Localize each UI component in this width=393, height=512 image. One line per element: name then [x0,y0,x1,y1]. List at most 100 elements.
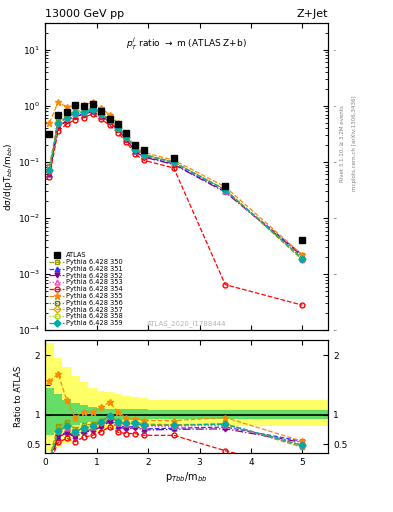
Legend: ATLAS, Pythia 6.428 350, Pythia 6.428 351, Pythia 6.428 352, Pythia 6.428 353, P: ATLAS, Pythia 6.428 350, Pythia 6.428 35… [48,251,123,327]
Pythia 6.428 351 [107,118,112,124]
Pythia 6.428 358 [300,255,305,262]
Pythia 6.428 358 [223,187,228,193]
Pythia 6.428 350 [141,151,146,157]
Pythia 6.428 357 [81,109,86,115]
Line: Pythia 6.428 351: Pythia 6.428 351 [47,109,305,258]
Text: 13000 GeV pp: 13000 GeV pp [45,10,124,19]
Pythia 6.428 351 [223,188,228,195]
Pythia 6.428 350 [171,159,176,165]
Text: Rivet 3.1.10, ≥ 3.2M events: Rivet 3.1.10, ≥ 3.2M events [340,105,345,182]
Pythia 6.428 352 [223,189,228,195]
Pythia 6.428 354 [73,117,77,123]
Pythia 6.428 356 [116,124,121,131]
Pythia 6.428 350 [223,187,228,193]
Pythia 6.428 351 [81,111,86,117]
Line: Pythia 6.428 359: Pythia 6.428 359 [47,106,305,261]
Pythia 6.428 353 [98,111,103,117]
Pythia 6.428 358 [124,134,129,140]
Pythia 6.428 352 [124,137,129,143]
Pythia 6.428 353 [107,117,112,123]
Pythia 6.428 350 [133,145,138,152]
Pythia 6.428 358 [98,111,103,117]
Pythia 6.428 350 [124,133,129,139]
Pythia 6.428 353 [133,146,138,153]
ATLAS [133,142,138,148]
Pythia 6.428 359 [98,111,103,117]
Pythia 6.428 354 [141,157,146,163]
Pythia 6.428 353 [141,152,146,158]
Pythia 6.428 359 [81,109,86,115]
Pythia 6.428 359 [124,134,129,140]
Pythia 6.428 356 [73,110,77,116]
Pythia 6.428 353 [171,160,176,166]
Pythia 6.428 355 [171,157,176,163]
Pythia 6.428 356 [133,146,138,152]
Pythia 6.428 356 [56,120,61,126]
Pythia 6.428 350 [81,108,86,114]
ATLAS [56,112,61,118]
Pythia 6.428 355 [73,103,77,109]
Pythia 6.428 355 [81,101,86,108]
Pythia 6.428 359 [171,159,176,165]
Pythia 6.428 350 [116,124,121,130]
Pythia 6.428 353 [116,125,121,131]
ATLAS [81,103,86,109]
Pythia 6.428 358 [107,117,112,123]
Pythia 6.428 354 [98,116,103,122]
Pythia 6.428 353 [300,255,305,262]
Pythia 6.428 351 [64,117,69,123]
Pythia 6.428 353 [73,111,77,117]
Pythia 6.428 353 [90,106,95,112]
Pythia 6.428 352 [56,124,61,130]
Pythia 6.428 359 [133,146,138,152]
Text: ATLAS_2020_I1788444: ATLAS_2020_I1788444 [147,321,226,327]
Pythia 6.428 351 [124,136,129,142]
Pythia 6.428 357 [107,117,112,123]
ATLAS [73,101,77,108]
Pythia 6.428 355 [56,99,61,105]
Pythia 6.428 357 [141,152,146,158]
Pythia 6.428 359 [47,167,52,173]
Pythia 6.428 352 [64,118,69,124]
Pythia 6.428 353 [223,187,228,194]
Pythia 6.428 356 [47,167,52,173]
ATLAS [107,116,112,122]
Pythia 6.428 350 [64,112,69,118]
ATLAS [64,109,69,115]
Pythia 6.428 355 [98,105,103,111]
Pythia 6.428 355 [116,120,121,126]
Pythia 6.428 350 [56,117,61,123]
Pythia 6.428 353 [56,120,61,126]
Pythia 6.428 359 [116,124,121,131]
Pythia 6.428 356 [90,106,95,112]
Pythia 6.428 358 [81,109,86,115]
Pythia 6.428 351 [56,123,61,130]
Pythia 6.428 359 [300,255,305,262]
Pythia 6.428 352 [73,113,77,119]
Pythia 6.428 357 [223,187,228,193]
Pythia 6.428 356 [81,109,86,115]
Pythia 6.428 355 [124,132,129,138]
Pythia 6.428 356 [124,134,129,140]
ATLAS [116,121,121,127]
Text: mcplots.cern.ch [arXiv:1306.3436]: mcplots.cern.ch [arXiv:1306.3436] [352,96,357,191]
Pythia 6.428 358 [56,120,61,126]
Pythia 6.428 350 [98,110,103,116]
Pythia 6.428 351 [141,153,146,159]
Pythia 6.428 357 [116,124,121,131]
Pythia 6.428 353 [124,134,129,140]
Pythia 6.428 354 [90,111,95,117]
Pythia 6.428 358 [47,167,52,173]
Pythia 6.428 359 [73,110,77,116]
Pythia 6.428 356 [223,187,228,193]
Line: Pythia 6.428 350: Pythia 6.428 350 [47,105,305,262]
Pythia 6.428 353 [81,109,86,115]
Pythia 6.428 355 [90,99,95,105]
Pythia 6.428 355 [223,184,228,190]
Line: Pythia 6.428 355: Pythia 6.428 355 [46,99,306,259]
Pythia 6.428 357 [124,134,129,140]
Pythia 6.428 354 [300,302,305,308]
ATLAS [223,182,228,188]
Pythia 6.428 352 [133,148,138,155]
Pythia 6.428 359 [90,106,95,112]
